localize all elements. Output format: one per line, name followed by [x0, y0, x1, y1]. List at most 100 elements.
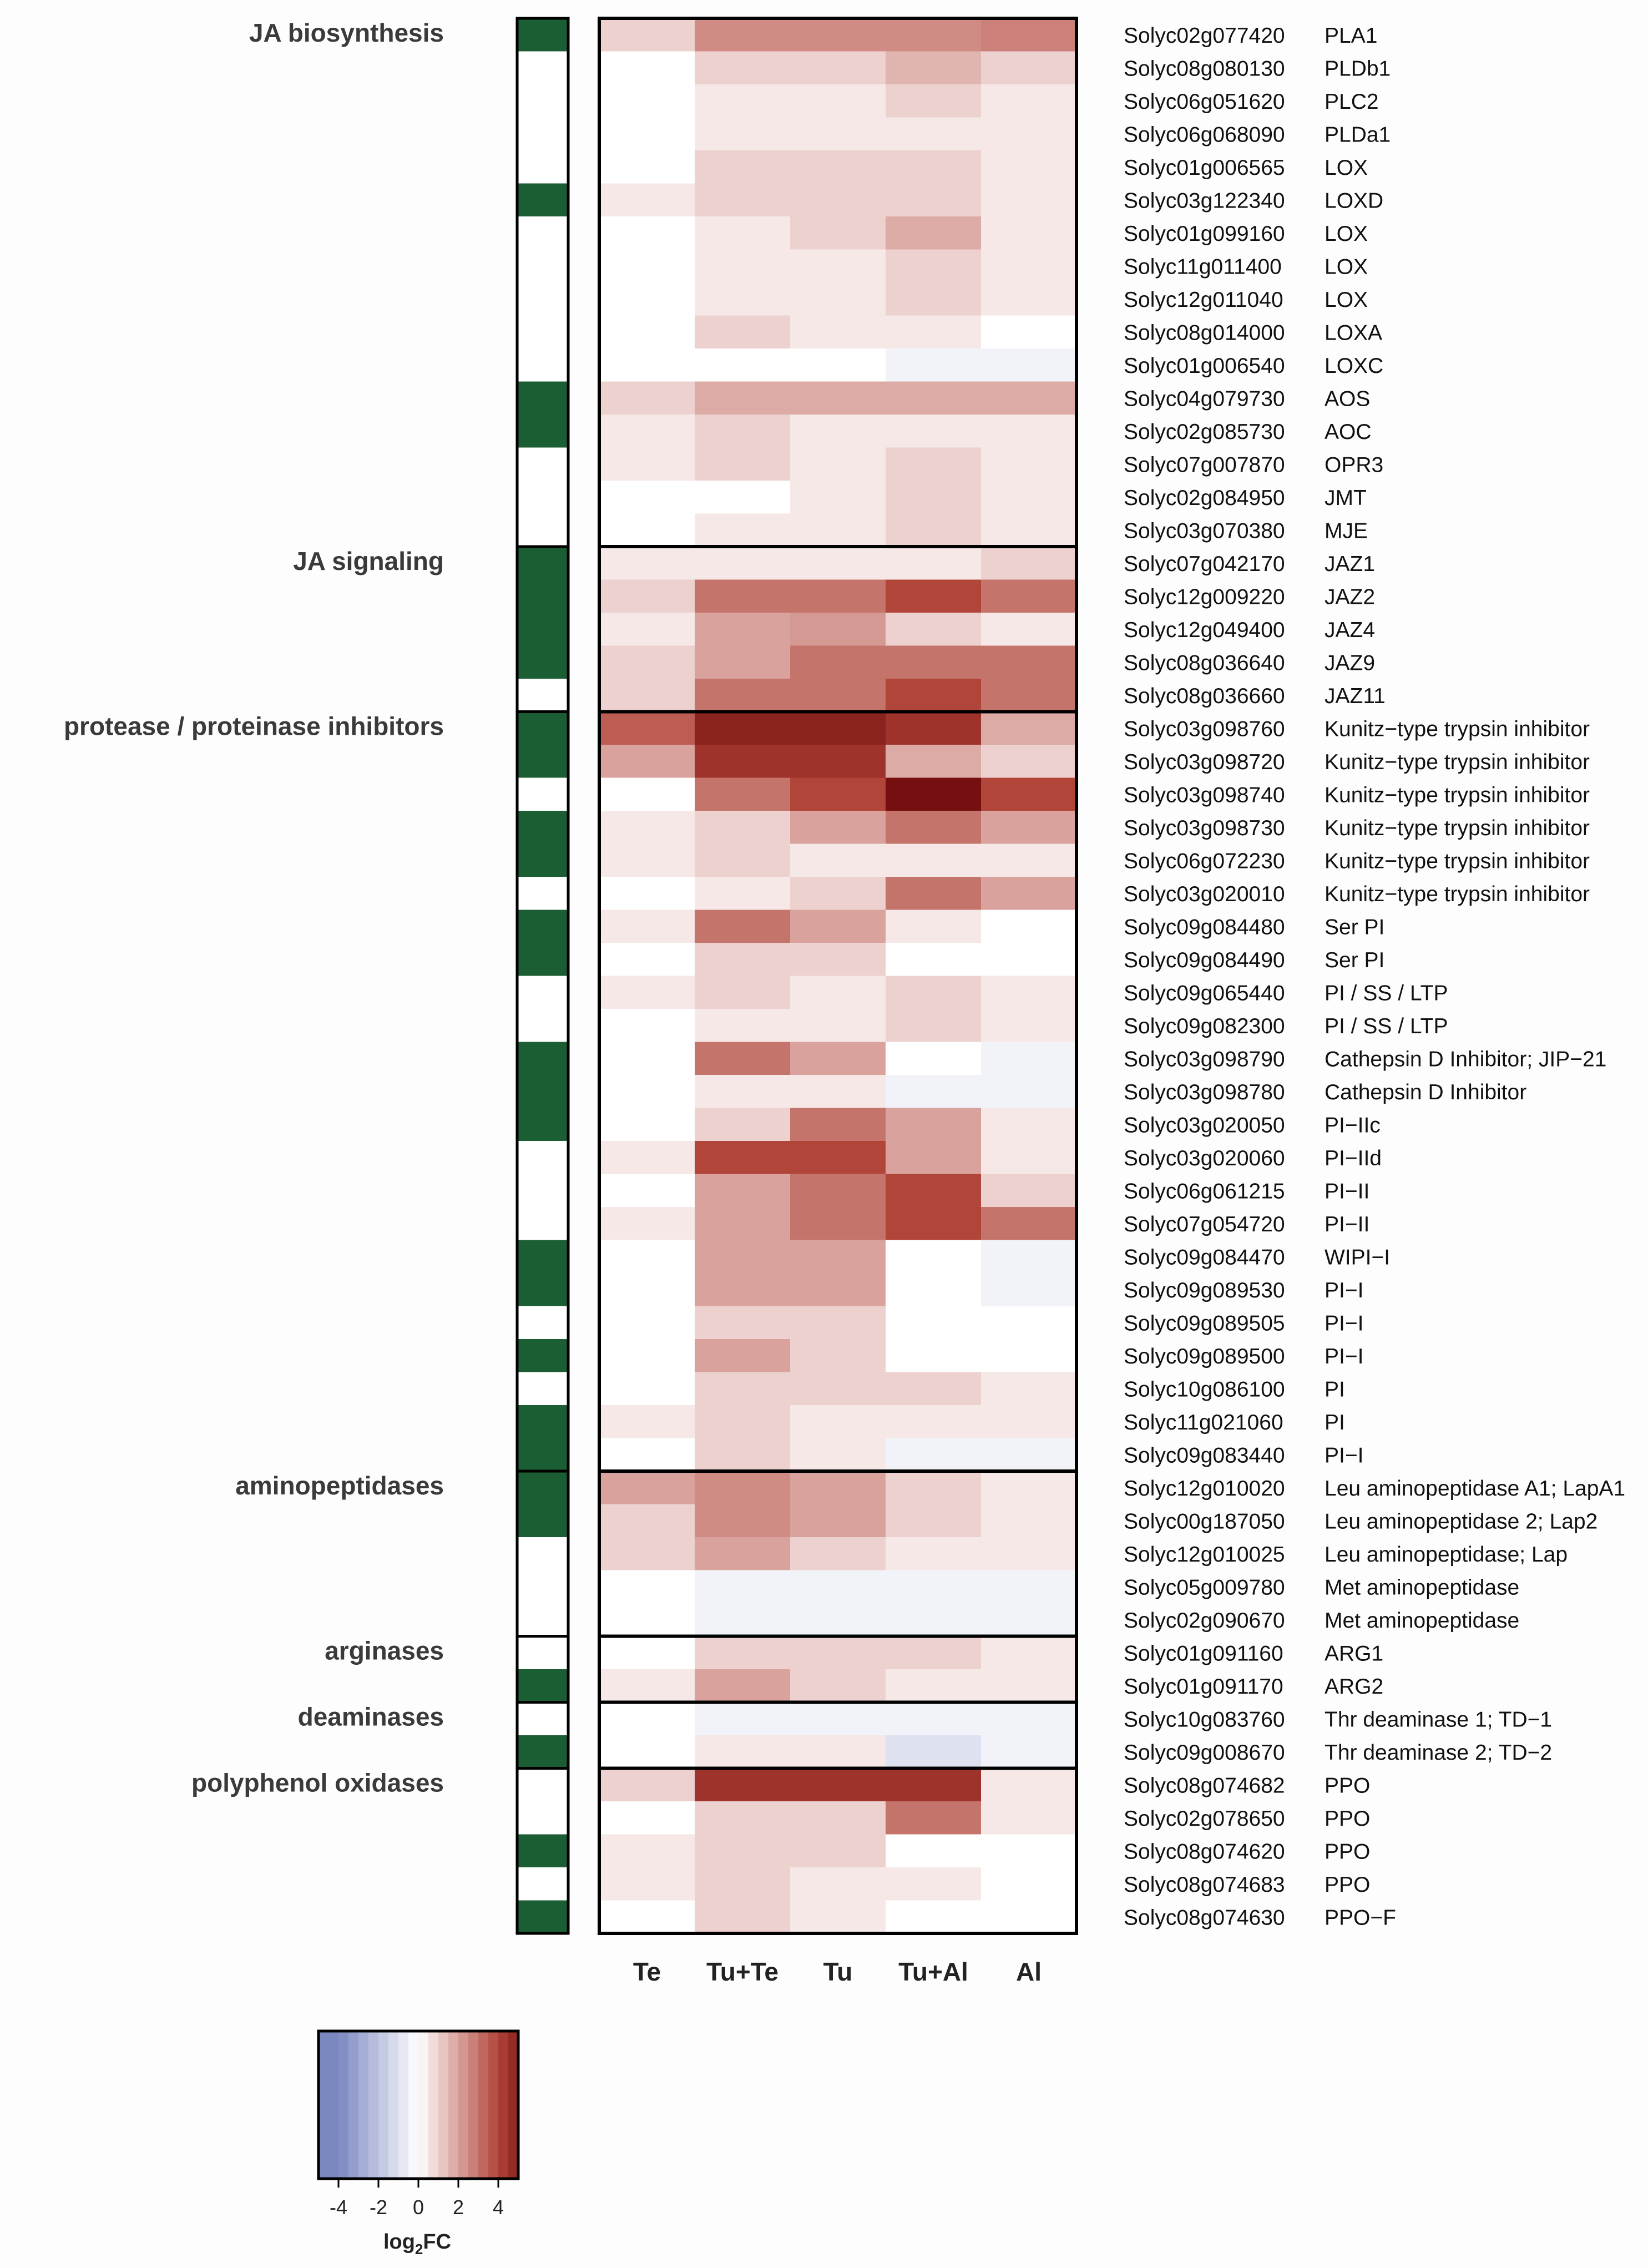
gene-id-label: Solyc01g006540	[1124, 354, 1285, 378]
heatmap-cell	[981, 481, 1077, 514]
heatmap-cell	[695, 1867, 791, 1901]
heatmap-cell	[886, 1669, 982, 1703]
side-marker	[517, 1669, 568, 1703]
gene-id-label: Solyc06g061215	[1124, 1179, 1285, 1203]
heatmap-cell	[790, 1075, 886, 1108]
heatmap-cell	[886, 415, 982, 448]
heatmap-cell	[695, 1504, 791, 1538]
heatmap-cell	[790, 1306, 886, 1340]
legend-ticks: -4 -2 0 2 4	[330, 2179, 504, 2219]
section-labels: JA biosynthesis JA signaling protease / pr…	[64, 18, 444, 1797]
side-marker	[517, 315, 568, 349]
heatmap-cell	[790, 348, 886, 382]
gene-id-label: Solyc03g020060	[1124, 1146, 1285, 1170]
gene-name-label: Thr deaminase 1; TD−1	[1325, 1708, 1552, 1731]
heatmap-cell	[695, 216, 791, 250]
gene-name-label: PLA1	[1325, 24, 1377, 48]
side-marker	[517, 1009, 568, 1042]
gene-name-label: Kunitz−type trypsin inhibitor	[1325, 849, 1590, 873]
heatmap-cell	[790, 282, 886, 316]
side-marker	[517, 811, 568, 844]
gene-id-label: Solyc03g098760	[1124, 717, 1285, 741]
side-marker	[517, 1900, 568, 1934]
heatmap-cell	[790, 1735, 886, 1769]
gene-id-label: Solyc08g014000	[1124, 321, 1285, 345]
heatmap-cell	[695, 249, 791, 283]
heatmap-cell	[599, 84, 695, 118]
legend-swatch	[468, 2031, 479, 2179]
heatmap-cell	[695, 1240, 791, 1274]
gene-name-label: Ser PI	[1325, 915, 1384, 939]
color-legend: -4 -2 0 2 4 log2FC	[317, 2029, 520, 2257]
legend-swatch	[358, 2031, 369, 2179]
heatmap-cell	[599, 1834, 695, 1868]
heatmap-cell	[599, 1207, 695, 1240]
gene-id-label: Solyc09g084470	[1124, 1245, 1285, 1269]
heatmap-cell	[981, 547, 1077, 580]
heatmap-cell	[886, 481, 982, 514]
side-marker	[517, 547, 568, 580]
gene-id-label: Solyc06g051620	[1124, 90, 1285, 114]
heatmap-cell	[790, 447, 886, 481]
side-marker-column	[517, 18, 568, 1934]
heatmap-cell	[886, 1009, 982, 1042]
heatmap-cell	[981, 348, 1077, 382]
heatmap-cell	[886, 348, 982, 382]
heatmap-cell	[599, 777, 695, 811]
gene-id-label: Solyc09g089505	[1124, 1311, 1285, 1335]
heatmap-cell	[981, 513, 1077, 547]
gene-id-label: Solyc11g011400	[1124, 255, 1282, 279]
heatmap-cell	[981, 1834, 1077, 1868]
heatmap-cell	[981, 645, 1077, 679]
gene-id-label: Solyc08g036640	[1124, 651, 1285, 675]
heatmap-cell	[981, 1471, 1077, 1504]
heatmap-cell	[695, 1768, 791, 1802]
heatmap-cell	[599, 1735, 695, 1769]
heatmap-cell	[599, 150, 695, 184]
heatmap-cell	[790, 811, 886, 844]
column-label: Tu	[823, 1957, 853, 1986]
gene-name-label: PPO	[1325, 1873, 1370, 1897]
heatmap-cell	[981, 1141, 1077, 1174]
side-marker	[517, 579, 568, 613]
heatmap-cell	[695, 843, 791, 877]
side-marker	[517, 1537, 568, 1570]
gene-id-label: Solyc09g084490	[1124, 948, 1285, 972]
legend-swatch	[319, 2031, 329, 2179]
heatmap-cell	[886, 1471, 982, 1504]
heatmap-cell	[981, 1108, 1077, 1141]
section-marker-border	[515, 1767, 570, 1935]
heatmap-cell	[886, 1273, 982, 1306]
side-marker	[517, 1174, 568, 1208]
gene-name-label: PPO−F	[1325, 1906, 1396, 1929]
heatmap-cell	[981, 1405, 1077, 1438]
heatmap-cell	[695, 348, 791, 382]
heatmap-cell	[886, 1570, 982, 1604]
gene-name-label: ARG1	[1325, 1641, 1383, 1665]
gene-id-label: Solyc09g089500	[1124, 1345, 1285, 1368]
section-label: aminopeptidases	[235, 1471, 444, 1500]
heatmap-cell	[886, 1900, 982, 1934]
heatmap-cell	[599, 1174, 695, 1208]
side-marker	[517, 183, 568, 217]
heatmap-cell	[695, 1273, 791, 1306]
heatmap-cell	[599, 1504, 695, 1538]
heatmap-cell	[790, 645, 886, 679]
heatmap-cell	[886, 1405, 982, 1438]
side-marker	[517, 1636, 568, 1670]
heatmap-cell	[790, 18, 886, 52]
gene-id-label: Solyc11g021060	[1124, 1411, 1283, 1434]
side-marker	[517, 1339, 568, 1372]
heatmap-cell	[599, 1306, 695, 1340]
heatmap-cell	[790, 877, 886, 910]
heatmap-cell	[886, 18, 982, 52]
heatmap-cell	[981, 1669, 1077, 1703]
gene-name-label: Kunitz−type trypsin inhibitor	[1325, 882, 1590, 906]
gene-name-label: MJE	[1325, 519, 1368, 543]
column-label: Tu+Al	[898, 1957, 968, 1986]
side-marker	[517, 348, 568, 382]
side-marker	[517, 249, 568, 283]
heatmap-cell	[886, 216, 982, 250]
gene-id-label: Solyc00g187050	[1124, 1509, 1285, 1533]
heatmap-cell	[599, 447, 695, 481]
